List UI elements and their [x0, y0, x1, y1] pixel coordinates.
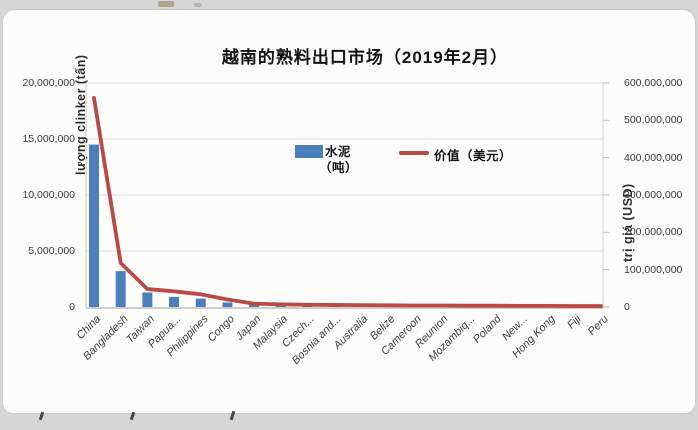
right-axis-tick-label: 500,000,000 — [624, 114, 682, 126]
left-axis-tick-label: 0 — [69, 301, 75, 313]
left-axis-tick-label: 5,000,000 — [28, 245, 75, 257]
legend-bar-label: 水泥 （吨） — [325, 144, 358, 176]
legend-bar-label-line1: 水泥 — [325, 144, 358, 160]
legend-line-swatch — [399, 151, 429, 155]
left-axis-tick-label: 10,000,000 — [22, 189, 75, 201]
legend-bar-label-line2: （吨） — [319, 160, 358, 176]
left-axis-tick-label: 20,000,000 — [22, 77, 75, 89]
legend-line-label: 价值（美元） — [434, 145, 512, 164]
right-axis-tick-label: 0 — [624, 301, 630, 313]
right-axis-tick-label: 300,000,000 — [624, 189, 682, 201]
top-edge-artifact — [194, 3, 202, 7]
left-axis-tick-label: 15,000,000 — [22, 133, 75, 145]
bar — [196, 299, 206, 307]
screenshot-root: 越南的熟料出口市场（2019年2月） lượng clinker (tấn) t… — [0, 0, 698, 420]
legend-bar-swatch — [295, 145, 323, 158]
chart-card: 越南的熟料出口市场（2019年2月） lượng clinker (tấn) t… — [3, 10, 695, 413]
left-axis-title: lượng clinker (tấn) — [74, 54, 88, 175]
bar — [222, 303, 232, 307]
bar — [142, 292, 152, 307]
right-axis-tick-label: 100,000,000 — [624, 264, 682, 276]
value-line — [94, 98, 601, 306]
right-axis-tick-label: 400,000,000 — [624, 152, 682, 164]
bar — [116, 271, 126, 307]
right-axis-tick-label: 600,000,000 — [624, 77, 682, 89]
right-axis-tick-label: 200,000,000 — [624, 226, 682, 238]
bar — [169, 297, 179, 307]
bar — [89, 145, 99, 307]
plot-area — [3, 10, 698, 430]
top-edge-artifact — [158, 1, 174, 7]
